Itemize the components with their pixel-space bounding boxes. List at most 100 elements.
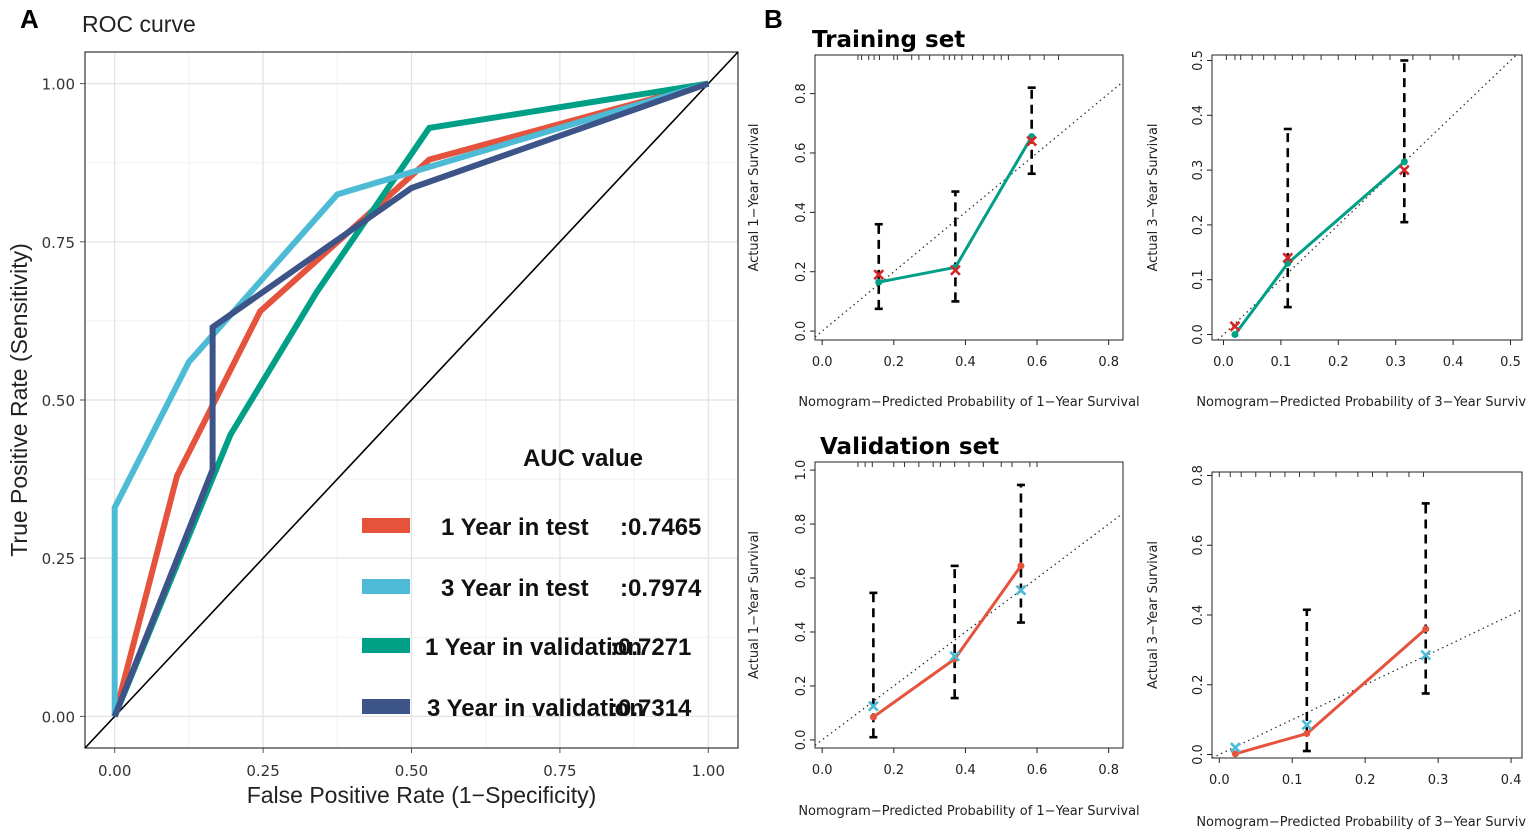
roc-x-tick-label: 0.75 [543, 762, 576, 780]
observed-point [1400, 158, 1408, 166]
y-tick-label: 0.6 [794, 568, 809, 589]
observed-point [1422, 625, 1430, 633]
y-axis-label: Actual 3−Year Survival [1146, 541, 1161, 689]
y-tick-label: 0.6 [794, 143, 809, 164]
observed-point [1303, 730, 1311, 738]
y-tick-label: 0.4 [1191, 605, 1206, 626]
observed-calibration-line [1233, 160, 1406, 336]
x-tick-label: 0.1 [1282, 773, 1303, 788]
y-tick-label: 1.0 [794, 460, 809, 481]
x-tick-label: 0.6 [1027, 763, 1048, 778]
panel-a-label: A [20, 4, 39, 34]
roc-curve-3-year-in-test [111, 80, 710, 717]
calibration-plot-training-3-year: 0.0 0.1 0.2 0.3 0.4 0.5 0.0 0.1 0.2 0.3 0.4 0.5 Nomo… [1146, 50, 1527, 410]
roc-title: ROC curve [82, 11, 196, 37]
roc-curve-3-year-in-validation [111, 80, 710, 718]
bias-corrected-marker [1015, 584, 1027, 596]
roc-curve-1-year-in-test [111, 80, 710, 718]
bias-corrected-marker [1229, 742, 1241, 753]
calibration-plot-border [1211, 54, 1523, 341]
x-tick-label: 0.0 [1213, 355, 1234, 370]
observed-calibration-line [1234, 627, 1427, 756]
x-tick-label: 0.0 [812, 355, 833, 370]
legend-swatch [362, 638, 410, 653]
roc-x-tick-label: 1.00 [692, 762, 725, 780]
y-tick-label: 0.8 [794, 514, 809, 535]
bias-corrected-marker [1420, 649, 1432, 661]
y-tick-label: 0.3 [1191, 160, 1206, 181]
y-tick-label: 0.4 [794, 202, 809, 223]
y-tick-label: 0.0 [794, 321, 809, 342]
ideal-calibration-line [1217, 54, 1517, 341]
bias-corrected-marker [867, 700, 879, 712]
x-tick-label: 0.2 [883, 355, 904, 370]
calibration-plot-validation-1-year: Validation set 0.0 0.2 0.4 0.6 0.8 0.0 0.2 0.4 0.… [747, 434, 1140, 819]
ideal-calibration-line [814, 81, 1124, 338]
calibration-plot-border [814, 461, 1124, 749]
roc-diagonal-reference [84, 51, 739, 749]
observed-point [1017, 562, 1025, 570]
roc-y-tick-label: 0.00 [42, 708, 75, 726]
x-tick-label: 0.3 [1385, 355, 1406, 370]
x-tick-label: 0.1 [1271, 355, 1292, 370]
x-tick-label: 0.8 [1098, 763, 1119, 778]
roc-y-tick-label: 0.25 [42, 550, 75, 568]
y-tick-label: 0.0 [1191, 324, 1206, 345]
observed-point [1231, 750, 1239, 758]
y-tick-label: 0.2 [1191, 674, 1206, 695]
observed-point [869, 713, 877, 721]
y-tick-label: 0.4 [794, 622, 809, 643]
roc-x-tick-label: 0.00 [98, 762, 131, 780]
roc-legend-title: AUC value [523, 445, 643, 472]
bias-corrected-marker [1301, 719, 1313, 731]
x-axis-label: Nomogram−Predicted Probability of 1−Year… [798, 804, 1139, 819]
x-axis-label: Nomogram−Predicted Probability of 3−Year… [1196, 815, 1527, 830]
calibration-plot-validation-3-year: 0.0 0.1 0.2 0.3 0.4 0.0 0.2 0.4 0.6 0.8 Nomogram−P… [1146, 465, 1527, 830]
y-tick-label: 0.6 [1191, 535, 1206, 556]
y-tick-label: 0.8 [1191, 465, 1206, 486]
bias-corrected-marker [873, 269, 885, 281]
x-tick-label: 0.8 [1098, 355, 1119, 370]
y-tick-label: 0.8 [794, 83, 809, 104]
roc-chart: ROC curve 0.00 0.25 0.50 0.75 1.00 0.00 0.25 0.5… [6, 11, 739, 808]
legend-auc-value: :0.7465 [620, 514, 701, 541]
bias-corrected-marker [949, 264, 961, 276]
panel-b-label: B [764, 4, 783, 34]
x-tick-label: 0.0 [1209, 773, 1230, 788]
calibration-plot-border [1211, 471, 1523, 759]
y-tick-label: 0.0 [1191, 744, 1206, 765]
ideal-calibration-line [1211, 609, 1523, 759]
y-tick-label: 0.0 [794, 730, 809, 751]
calibration-title: Training set [812, 27, 965, 53]
legend-auc-value: :0.7314 [610, 695, 692, 722]
x-tick-label: 0.4 [1501, 773, 1522, 788]
y-tick-label: 0.1 [1191, 269, 1206, 290]
legend-series-name: 1 Year in test [441, 514, 589, 541]
roc-y-tick-label: 0.50 [42, 392, 75, 410]
calibration-title: Validation set [820, 434, 999, 460]
roc-y-tick-label: 0.75 [42, 234, 75, 252]
x-tick-label: 0.6 [1027, 355, 1048, 370]
y-tick-label: 0.2 [794, 676, 809, 697]
x-axis-label: Nomogram−Predicted Probability of 1−Year… [798, 395, 1139, 410]
legend-swatch [362, 699, 410, 714]
y-axis-label: Actual 3−Year Survival [1146, 123, 1161, 271]
y-tick-label: 0.2 [1191, 215, 1206, 236]
ideal-calibration-line [814, 512, 1124, 746]
legend-series-name: 3 Year in test [441, 575, 589, 602]
y-tick-label: 0.5 [1191, 50, 1206, 71]
calibration-plot-border [814, 54, 1124, 341]
bias-corrected-marker [1026, 135, 1038, 147]
bias-corrected-marker [1282, 252, 1294, 264]
legend-series-name: 3 Year in validation [427, 695, 644, 722]
y-tick-label: 0.2 [794, 261, 809, 282]
x-axis-label: Nomogram−Predicted Probability of 3−Year… [1196, 395, 1527, 410]
x-tick-label: 0.4 [955, 355, 976, 370]
x-tick-label: 0.2 [883, 763, 904, 778]
x-tick-label: 0.2 [1355, 773, 1376, 788]
x-tick-label: 0.5 [1500, 355, 1521, 370]
x-tick-label: 0.0 [812, 763, 833, 778]
legend-series-name: 1 Year in validation [425, 634, 642, 661]
calibration-plot-training-1-year: Training set 0.0 0.2 0.4 0.6 0.8 0.0 0.2 0.4 0.6 0… [747, 27, 1140, 410]
